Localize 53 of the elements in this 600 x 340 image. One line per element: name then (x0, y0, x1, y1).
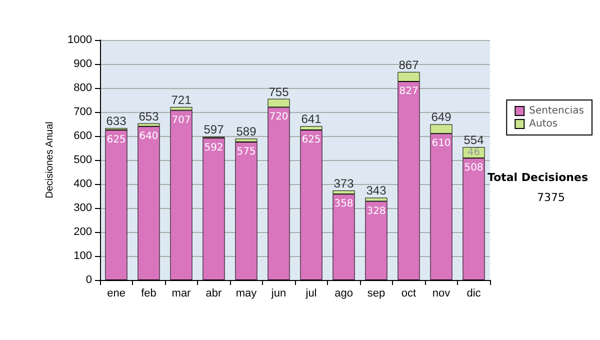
y-axis-title: Decisiones Anual (44, 122, 56, 198)
x-tick-label: sep (367, 288, 386, 300)
x-tick-label: dic (466, 288, 482, 300)
total-label: 867 (398, 58, 420, 72)
y-tick-label: 800 (74, 82, 92, 94)
data-label: 827 (399, 86, 418, 98)
y-tick-label: 0 (86, 274, 92, 286)
data-label: 592 (204, 142, 224, 154)
total-label: 554 (464, 133, 484, 148)
y-tick-label: 500 (74, 154, 92, 166)
y-tick-label: 200 (74, 226, 92, 238)
total-label: 343 (366, 184, 387, 198)
x-tick-label: may (236, 288, 258, 300)
data-label: 640 (139, 130, 158, 142)
total-label: 641 (301, 112, 322, 126)
legend-label: Autos (529, 118, 558, 130)
data-label: 358 (334, 198, 354, 210)
text: 7375 (537, 191, 566, 204)
total-label: 633 (106, 114, 127, 128)
y-tick-label: 400 (74, 178, 92, 190)
y-tick-label: 900 (74, 58, 92, 70)
x-tick-label: ago (334, 288, 353, 300)
y-tick-label: 300 (74, 202, 92, 214)
total-label: 755 (268, 84, 290, 99)
x-tick-label: mar (172, 288, 192, 300)
total-label: 589 (236, 124, 257, 139)
legend-label: Sentencias (529, 106, 584, 116)
data-label: 610 (432, 138, 451, 150)
data-label: 625 (302, 134, 321, 146)
data-label: 707 (172, 114, 191, 126)
annotation: Total Decisiones (488, 171, 588, 184)
x-tick-label: abr (206, 288, 222, 300)
x-tick-label: ene (107, 288, 126, 300)
y-tick-label: 600 (74, 130, 92, 142)
total-label: 373 (334, 176, 354, 190)
x-tick-label: jun (270, 288, 286, 300)
x-tick-label: feb (141, 288, 156, 300)
total-label: 649 (431, 110, 452, 124)
data-label: 720 (269, 112, 288, 123)
x-tick-label: nov (432, 288, 451, 300)
total-label: 653 (138, 109, 160, 124)
y-tick-label: 700 (74, 106, 92, 118)
data-label: 625 (106, 134, 126, 146)
y-tick-label: 1000 (68, 34, 92, 46)
data-label: 508 (464, 162, 484, 174)
y-tick-label: 100 (74, 250, 92, 262)
data-label: 575 (236, 146, 256, 158)
x-tick-label: oct (401, 288, 416, 300)
total-label: 721 (171, 92, 192, 107)
data-label: 46 (467, 147, 480, 158)
total-label: 597 (204, 122, 224, 137)
x-tick-label: jul (304, 288, 317, 300)
data-label: 328 (366, 206, 386, 217)
